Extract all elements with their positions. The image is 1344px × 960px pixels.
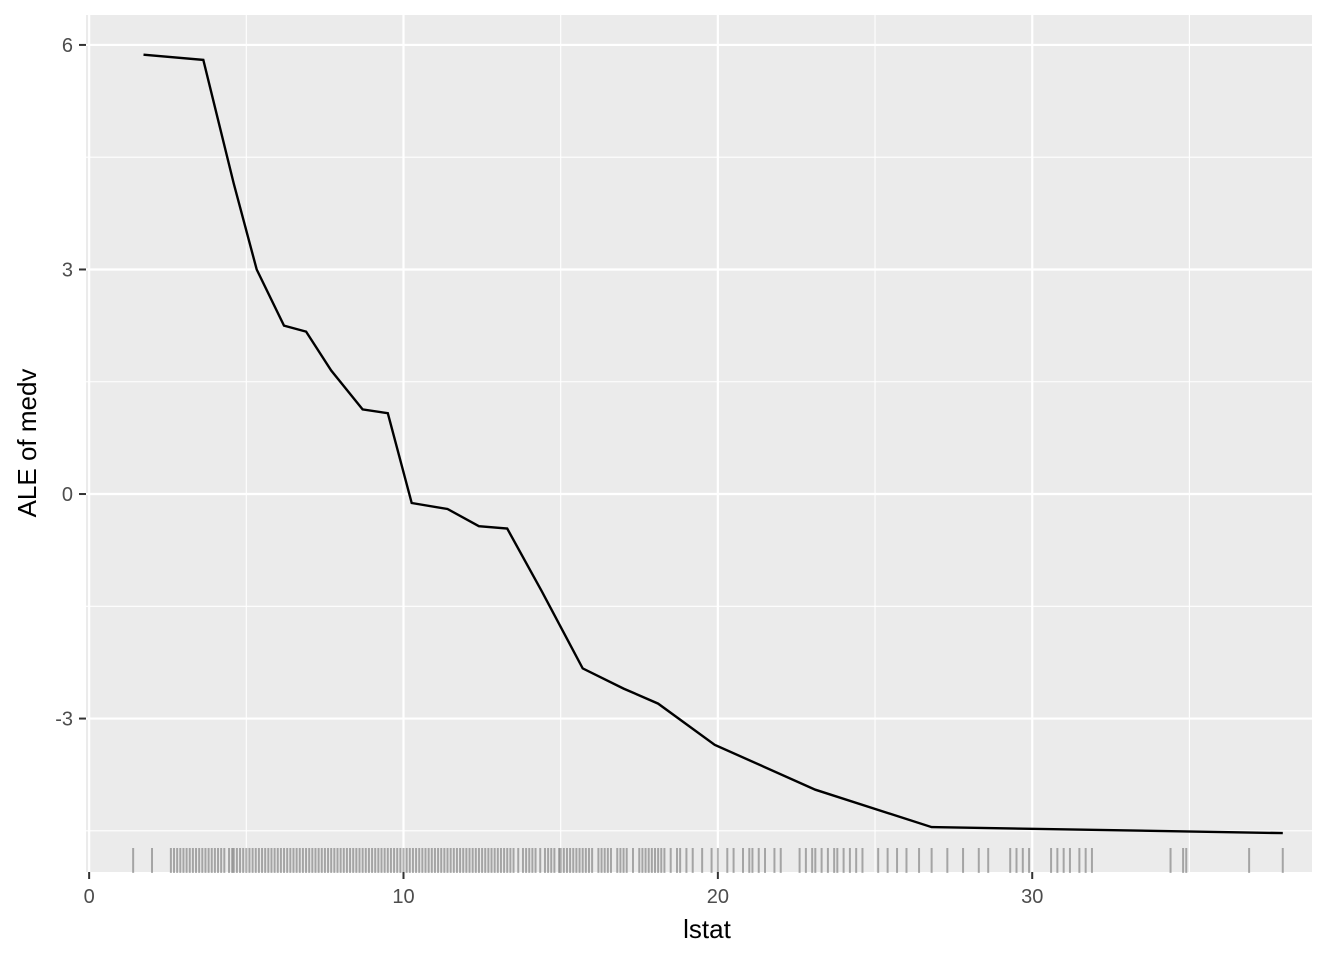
x-tick-label: 20 <box>707 886 729 908</box>
x-tick-label: 0 <box>84 886 95 908</box>
y-tick-label: 6 <box>62 35 73 57</box>
x-tick-label: 30 <box>1021 886 1043 908</box>
y-tick-label: 3 <box>62 259 73 281</box>
x-axis-title: lstat <box>683 914 731 944</box>
y-tick-label: -3 <box>55 709 73 731</box>
y-tick-label: 0 <box>62 484 73 506</box>
y-axis-title: ALE of medv <box>12 369 42 518</box>
x-axis-ticks: 0 10 20 30 <box>84 872 1043 908</box>
major-grid <box>86 15 1312 872</box>
minor-grid <box>86 15 1312 872</box>
ale-line <box>143 53 1283 835</box>
y-axis-ticks: 6 3 0 -3 <box>55 35 86 731</box>
rug-marks <box>132 848 1284 873</box>
plot-panel <box>86 15 1312 872</box>
x-tick-label: 10 <box>392 886 414 908</box>
